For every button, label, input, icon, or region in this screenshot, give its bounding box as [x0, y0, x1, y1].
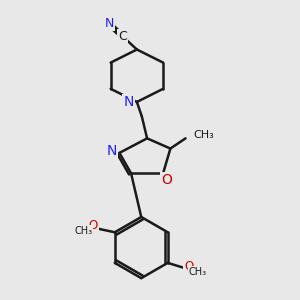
- Text: N: N: [124, 95, 134, 109]
- Text: N: N: [107, 145, 117, 158]
- Text: N: N: [104, 16, 114, 29]
- Text: O: O: [184, 260, 194, 273]
- Text: O: O: [88, 219, 98, 232]
- Text: CH₃: CH₃: [189, 267, 207, 277]
- Text: C: C: [118, 31, 127, 44]
- Text: CH₃: CH₃: [74, 226, 92, 236]
- Text: CH₃: CH₃: [194, 130, 214, 140]
- Text: O: O: [161, 173, 172, 187]
